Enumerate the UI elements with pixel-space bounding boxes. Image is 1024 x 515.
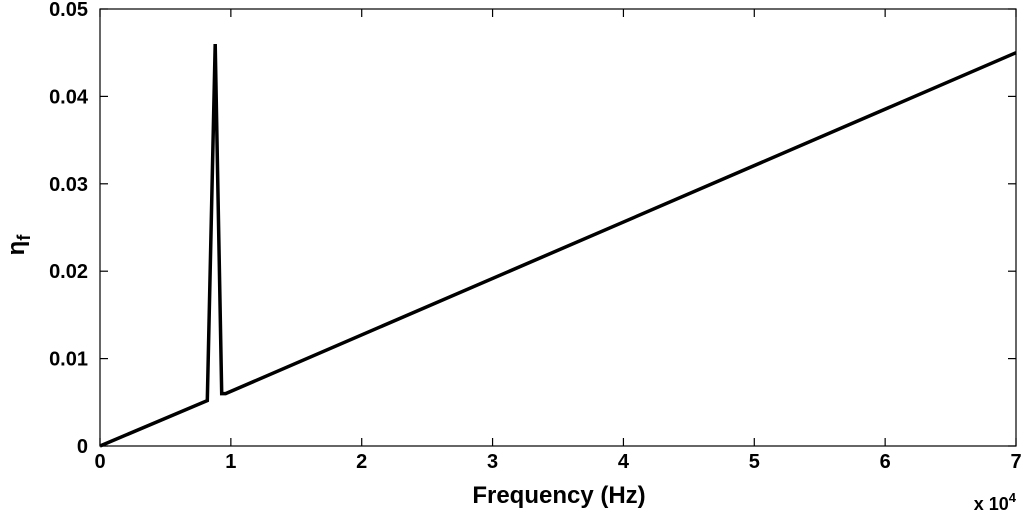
y-axis-label: ηf [3, 234, 34, 256]
y-tick-label: 0.01 [49, 349, 88, 371]
y-tick-label: 0.03 [49, 174, 88, 196]
x-tick-label: 3 [487, 451, 498, 473]
x-tick-label: 4 [618, 451, 630, 473]
axes-frame [99, 8, 1017, 447]
x-tick-label: 0 [94, 451, 105, 473]
x-tick-label: 6 [880, 451, 891, 473]
x-axis-multiplier-prefix: x 10 [974, 494, 1009, 514]
y-tick-label: 0.02 [49, 261, 88, 283]
x-tick-label: 7 [1010, 451, 1021, 473]
y-axis-ticks: 0 0.01 0.02 0.03 0.04 0.05 [49, 0, 1016, 458]
series-line [99, 43, 1017, 448]
x-tick-label: 5 [749, 451, 760, 473]
x-tick-label: 2 [356, 451, 367, 473]
y-axis-label-subscript: f [14, 234, 34, 241]
series-layer [99, 43, 1017, 448]
y-tick-label: 0 [77, 436, 88, 458]
x-axis-multiplier-exponent: 4 [1009, 490, 1017, 505]
plot-box [99, 8, 1017, 447]
x-axis-label: Frequency (Hz) [472, 482, 645, 509]
y-axis-label-symbol: η [3, 241, 30, 256]
x-axis-ticks: 0 1 2 3 4 5 6 7 [94, 9, 1022, 473]
y-tick-label: 0.04 [49, 86, 89, 108]
x-tick-label: 1 [225, 451, 236, 473]
x-axis-multiplier: x 104 [974, 490, 1017, 514]
y-tick-label: 0.05 [49, 0, 88, 21]
